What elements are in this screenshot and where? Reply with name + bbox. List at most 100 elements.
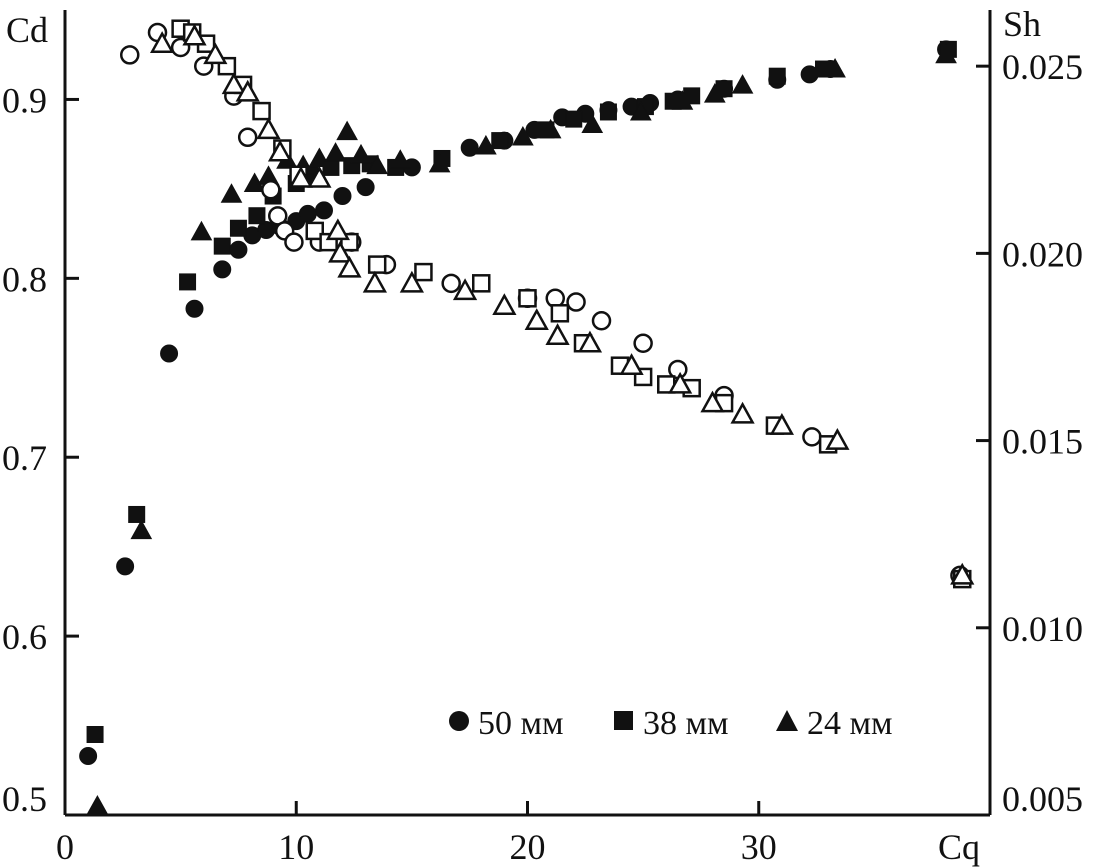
data-point-triangle — [221, 72, 246, 95]
data-point-circle — [284, 232, 304, 252]
data-point-triangle — [545, 323, 570, 345]
y-right-tick-label: 0.025 — [1002, 47, 1083, 87]
data-point-square — [213, 237, 231, 255]
data-point-triangle — [288, 165, 313, 188]
data-point-circle — [460, 138, 479, 157]
data-point-triangle — [130, 519, 153, 540]
data-point-triangle — [203, 42, 228, 65]
data-point-triangle — [366, 154, 389, 175]
data-point-circle — [120, 45, 140, 65]
data-point-triangle — [825, 428, 850, 450]
data-point-square — [768, 67, 786, 85]
data-point-triangle — [950, 562, 975, 585]
data-point-circle — [213, 260, 232, 279]
data-points — [79, 19, 975, 815]
data-point-triangle — [389, 149, 412, 169]
y-right-tick-label: 0.015 — [1002, 422, 1083, 462]
data-point-triangle — [700, 390, 725, 413]
y-right-tick-label: 0.020 — [1002, 234, 1083, 274]
data-point-triangle — [362, 270, 387, 293]
data-point-triangle — [730, 401, 755, 424]
legend-item-24mm: 24 мм — [776, 705, 893, 742]
data-point-triangle — [256, 117, 281, 140]
data-point-triangle — [581, 113, 604, 133]
data-point-triangle — [428, 152, 451, 173]
data-point-triangle — [512, 125, 534, 146]
legend-item-50mm: 50 мм — [449, 705, 564, 742]
data-point-triangle — [452, 278, 478, 301]
x-tick-label: 30 — [741, 827, 777, 867]
data-point-square — [491, 132, 509, 150]
data-point-triangle — [86, 795, 109, 815]
series-circle-filled — [79, 40, 956, 765]
y-right-tick-label: 0.010 — [1002, 609, 1083, 649]
y-left-axis-label: Cd — [6, 10, 48, 50]
series-triangle-filled — [86, 43, 957, 815]
data-point-triangle — [475, 134, 497, 155]
y-left-tick-label: 0.7 — [2, 438, 47, 478]
data-point-circle — [566, 292, 586, 312]
data-point-triangle — [935, 43, 957, 64]
data-point-square — [550, 304, 570, 323]
data-point-square — [472, 274, 491, 293]
data-point-circle — [591, 311, 612, 331]
data-point-triangle — [150, 31, 175, 53]
data-point-square — [252, 101, 271, 121]
series-circle-open — [120, 22, 970, 586]
data-point-triangle — [399, 270, 424, 293]
legend: 50 мм 38 мм 24 мм — [449, 705, 893, 742]
data-point-square — [518, 289, 537, 308]
data-point-triangle — [235, 79, 260, 102]
legend-circle-marker — [449, 711, 469, 731]
series-triangle-open — [150, 23, 975, 585]
y-left-tick-label: 0.6 — [2, 617, 47, 657]
data-point-triangle — [267, 139, 293, 162]
data-point-square — [414, 262, 433, 282]
data-point-triangle — [629, 100, 652, 121]
data-point-square — [305, 221, 324, 241]
tick-labels: 0 10 20 30 0.5 0.6 0.7 0.8 0.9 0.005 0.010 0.015 0.0… — [2, 47, 1083, 867]
legend-label-38mm: 38 мм — [643, 705, 729, 742]
data-point-triangle — [824, 58, 846, 78]
legend-square-marker — [614, 711, 633, 730]
data-point-triangle — [668, 371, 693, 394]
data-point-circle — [160, 344, 179, 363]
data-point-square — [367, 255, 387, 274]
x-tick-label: 0 — [56, 827, 74, 867]
series-square-filled — [86, 40, 957, 743]
data-point-triangle — [769, 413, 794, 435]
data-point-circle — [315, 201, 333, 220]
y-left-tick-label: 0.5 — [2, 779, 47, 819]
data-point-triangle — [337, 255, 362, 278]
legend-triangle-marker — [776, 710, 798, 731]
legend-label-50mm: 50 мм — [478, 705, 564, 742]
data-point-circle — [229, 240, 248, 259]
data-point-triangle — [220, 183, 243, 203]
data-point-circle — [185, 299, 204, 318]
data-point-triangle — [190, 220, 213, 241]
legend-item-38mm: 38 мм — [614, 705, 729, 742]
x-tick-label: 10 — [278, 827, 314, 867]
data-point-triangle — [539, 118, 562, 139]
data-point-triangle — [577, 330, 603, 353]
data-point-circle — [802, 427, 822, 447]
data-point-circle — [237, 127, 258, 148]
data-point-circle — [79, 746, 98, 765]
data-point-triangle — [350, 143, 372, 164]
ticks — [63, 64, 990, 817]
data-point-square — [86, 726, 104, 743]
data-point-triangle — [328, 240, 353, 263]
data-point-square — [248, 207, 266, 225]
data-point-square — [565, 110, 583, 128]
y-left-tick-label: 0.9 — [2, 80, 47, 120]
data-point-circle — [633, 333, 653, 353]
y-right-axis-label: Sh — [1003, 4, 1041, 44]
data-point-circle — [356, 178, 375, 197]
data-point-triangle — [336, 120, 358, 141]
data-point-triangle — [325, 218, 350, 241]
data-point-triangle — [324, 142, 347, 162]
data-point-circle — [333, 187, 352, 206]
data-point-circle — [116, 557, 135, 576]
data-point-triangle — [492, 293, 517, 316]
